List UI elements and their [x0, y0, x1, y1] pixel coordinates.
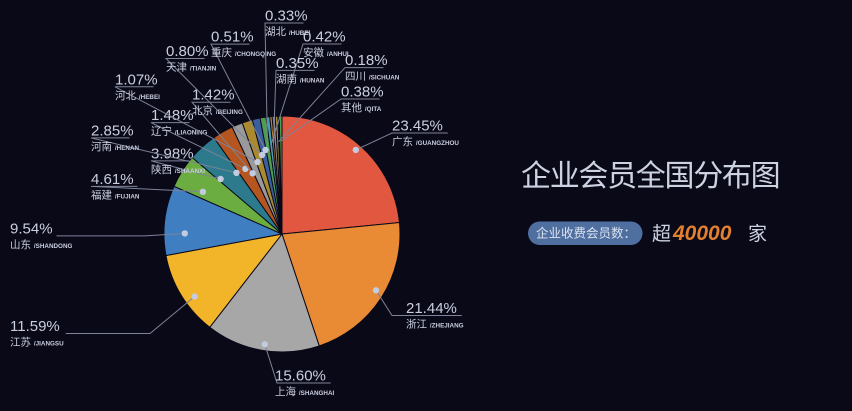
svg-text:2.85%: 2.85%	[91, 122, 134, 139]
svg-text:23.45%: 23.45%	[392, 118, 443, 135]
svg-text:企业收费会员数：: 企业收费会员数：	[536, 226, 636, 241]
svg-text:0.80%: 0.80%	[166, 43, 209, 60]
svg-text:0.38%: 0.38%	[341, 84, 384, 101]
svg-text:超: 超	[652, 223, 671, 245]
svg-text:15.60%: 15.60%	[275, 368, 326, 385]
svg-text:1.07%: 1.07%	[115, 71, 158, 88]
svg-text:11.59%: 11.59%	[10, 318, 60, 335]
svg-text:4.61%: 4.61%	[91, 171, 134, 188]
svg-text:21.44%: 21.44%	[406, 300, 457, 317]
svg-text:0.42%: 0.42%	[303, 29, 346, 46]
svg-text:40000: 40000	[672, 222, 732, 245]
svg-text:企业会员全国分布图: 企业会员全国分布图	[521, 160, 779, 193]
svg-text:0.18%: 0.18%	[345, 52, 388, 69]
svg-text:1.42%: 1.42%	[192, 87, 235, 104]
svg-text:0.51%: 0.51%	[211, 29, 254, 46]
svg-text:0.33%: 0.33%	[265, 8, 308, 25]
svg-text:0.35%: 0.35%	[276, 55, 319, 72]
svg-text:9.54%: 9.54%	[10, 220, 53, 237]
svg-text:家: 家	[748, 223, 767, 245]
